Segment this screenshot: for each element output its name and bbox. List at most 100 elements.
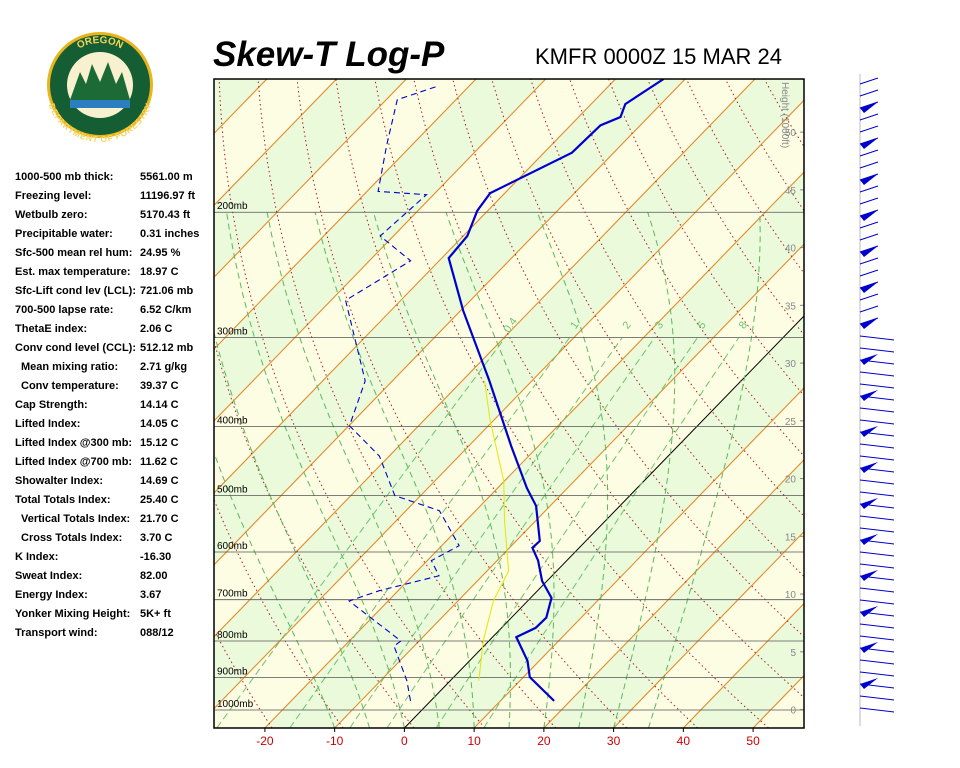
stat-label: Yonker Mixing Height: (15, 608, 130, 620)
y2-tick-label: 45 (785, 186, 797, 197)
mixing-ratio-label: 5 (696, 319, 709, 331)
profile-line (447, 79, 665, 702)
wind-flag (860, 318, 878, 329)
wind-barb (859, 149, 879, 157)
mixing-ratio-line (289, 337, 571, 728)
y-tick-label: 800mb (217, 630, 248, 641)
stat-label: Vertical Totals Index: (21, 513, 130, 525)
stat-label: ThetaE index: (15, 323, 87, 335)
wind-barb (859, 77, 879, 85)
stat-value: 2.06 C (140, 323, 172, 335)
isotherm (404, 315, 804, 728)
stat-label: Lifted Index @300 mb: (15, 437, 132, 449)
wind-flag (860, 174, 878, 185)
stat-value: 5561.00 m (140, 171, 193, 183)
wind-flag (860, 138, 878, 149)
y-tick-label: 300mb (217, 327, 248, 338)
isotherm (214, 79, 407, 279)
wind-barb (859, 185, 879, 193)
mixing-ratio-line (386, 337, 656, 728)
isotherm (214, 79, 337, 207)
wind-barb (859, 551, 895, 557)
x-tick-label: 50 (746, 734, 760, 748)
wind-barb (859, 671, 895, 677)
stat-value: 5K+ ft (140, 608, 171, 620)
stat-value: 15.12 C (140, 437, 179, 449)
stat-value: 82.00 (140, 570, 168, 582)
isotherm-band (214, 100, 804, 728)
stat-label: Energy Index: (15, 589, 88, 601)
isotherm-band (214, 79, 804, 709)
stat-value: 14.69 C (140, 475, 179, 487)
logo-top: OREGON (75, 35, 124, 51)
wind-barb (859, 635, 895, 641)
mixing-ratio-line (435, 337, 698, 728)
isotherm (543, 459, 804, 728)
dry-adiabat (802, 79, 804, 82)
stat-label: Wetbulb zero: (15, 209, 88, 221)
y2-tick-label: 10 (785, 590, 797, 601)
dry-adiabat (881, 79, 960, 728)
isotherm (214, 79, 547, 422)
wind-barb (859, 659, 895, 665)
moist-adiabat (613, 212, 676, 728)
y2-tick-label: 35 (785, 301, 797, 312)
y-tick-label: 900mb (217, 666, 248, 677)
isotherm (823, 79, 960, 728)
dry-adiabat (920, 79, 960, 728)
x-tick-label: 0 (401, 734, 408, 748)
x-tick-label: 30 (607, 734, 621, 748)
stat-value: 25.40 C (140, 494, 179, 506)
moist-adiabat (445, 212, 555, 728)
y-tick-label: 700mb (217, 589, 248, 600)
y2-tick-label: 20 (785, 475, 797, 486)
dry-adiabat (530, 79, 804, 517)
wind-barb (859, 371, 895, 377)
y2-tick-label: 50 (785, 128, 797, 139)
wind-barb (859, 563, 895, 569)
y-tick-label: 200mb (217, 201, 248, 212)
stat-label: Conv cond level (CCL): (15, 342, 136, 354)
dry-adiabat (335, 79, 699, 728)
x-tick-label: 20 (537, 734, 551, 748)
wind-barb (859, 305, 879, 313)
wind-barb (859, 587, 895, 593)
moist-adiabat (648, 212, 761, 728)
axes: 0.4 1 2 3 5 8200mb300mb400mb500mb600mb700mb80… (217, 82, 804, 748)
wind-flag (860, 390, 878, 401)
wind-barb (859, 269, 879, 277)
y2-tick-label: 5 (790, 648, 796, 659)
x-tick-label: 40 (677, 734, 691, 748)
x-tick-label: -20 (256, 734, 274, 748)
dry-adiabat (218, 79, 486, 728)
stat-value: 5170.43 ft (140, 209, 190, 221)
wind-barb (859, 197, 879, 205)
profile-line (344, 85, 460, 701)
stat-label: K Index: (15, 551, 58, 563)
logo: OREGON DEPARTMENT OF FORESTRY (46, 32, 154, 144)
stat-value: 11.62 C (140, 456, 178, 468)
moist-adiabat (536, 212, 609, 728)
y2-tick-label: 40 (785, 244, 797, 255)
stat-value: 14.14 C (140, 399, 179, 411)
stat-value: 2.71 g/kg (140, 361, 187, 373)
mixing-ratio-line (216, 337, 506, 728)
plot-area (214, 79, 960, 728)
wind-flag (860, 282, 878, 293)
wind-barb (859, 125, 879, 133)
y-tick-label: 1000mb (217, 699, 254, 710)
wind-barb (859, 233, 879, 241)
stat-label: Sfc-500 mean rel hum: (15, 247, 132, 259)
wind-barb (859, 695, 895, 701)
dry-adiabat (413, 79, 804, 699)
stat-label: Sfc-Lift cond lev (LCL): (15, 285, 136, 297)
stat-label: Freezing level: (15, 190, 91, 202)
logo-water (70, 100, 130, 108)
stat-value: 6.52 C/km (140, 304, 192, 316)
wind-flag (860, 642, 878, 653)
isotherm (214, 79, 686, 566)
wind-flag (860, 354, 878, 365)
profile-line (478, 380, 510, 681)
stat-label: Showalter Index: (15, 475, 103, 487)
